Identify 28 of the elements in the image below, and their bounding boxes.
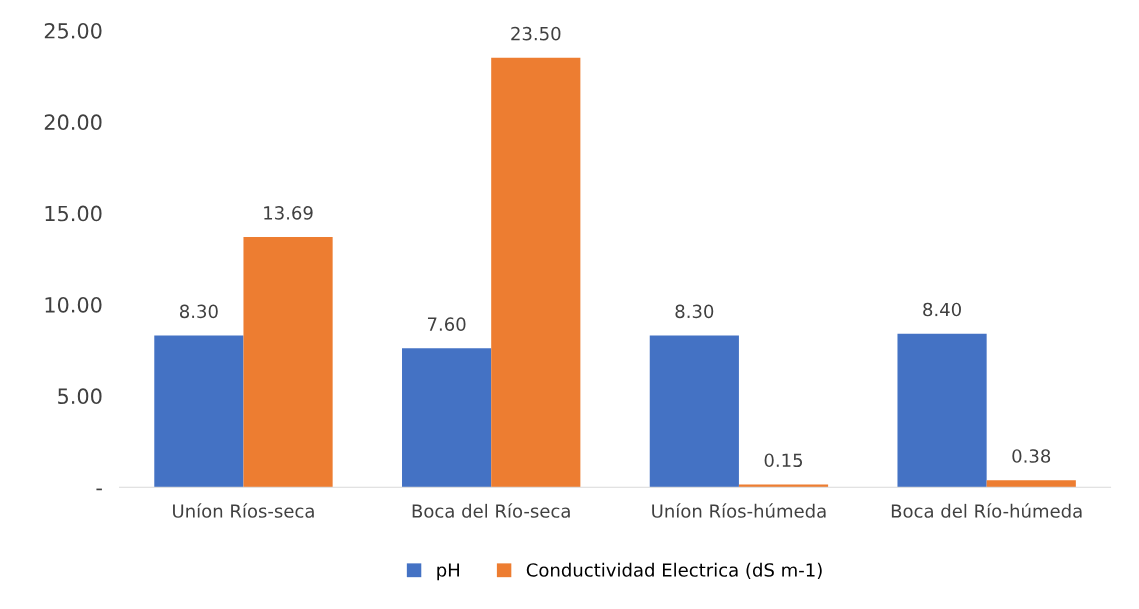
bar <box>986 480 1076 488</box>
data-label: 0.15 <box>764 453 803 468</box>
data-label: 8.40 <box>923 302 961 317</box>
bar <box>402 348 492 488</box>
data-label: 13.69 <box>264 206 313 220</box>
legend-label: Conductividad Electrica (dS m-1) <box>526 562 822 579</box>
bar <box>243 237 333 488</box>
y-tick-label: 10.00 <box>45 296 102 313</box>
x-tick-label: Uníon Ríos-húmeda <box>652 503 826 518</box>
bar <box>154 335 244 488</box>
data-label: 8.30 <box>179 304 218 319</box>
y-tick-label: 25.00 <box>44 22 102 39</box>
bar <box>491 57 581 488</box>
bar <box>738 484 829 488</box>
bar <box>649 335 739 488</box>
y-tick-label: - <box>96 488 102 491</box>
data-label: 0.38 <box>1012 449 1051 463</box>
x-tick-label: Boca del Río-húmeda <box>891 503 1082 518</box>
y-tick-label: 15.00 <box>45 205 102 222</box>
x-tick-label: Boca del Río-seca <box>412 503 570 518</box>
legend-label: pH <box>437 563 459 581</box>
y-tick-label: 5.00 <box>58 388 102 405</box>
data-label: 7.60 <box>427 317 466 331</box>
x-tick-label: Uníon Ríos-seca <box>173 503 314 518</box>
data-label: 8.30 <box>675 304 714 319</box>
y-tick-label: 20.00 <box>44 114 102 131</box>
bar <box>897 333 987 488</box>
data-label: 23.50 <box>511 26 561 41</box>
